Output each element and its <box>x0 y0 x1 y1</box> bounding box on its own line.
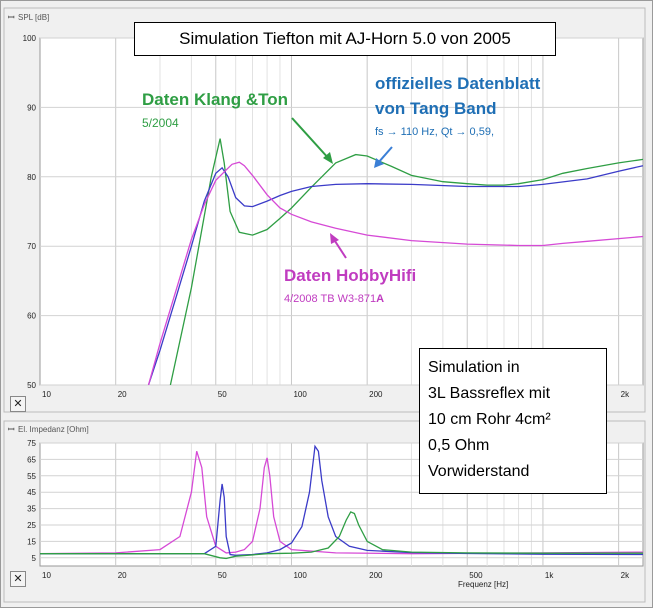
spl-series-line-2 <box>147 161 643 385</box>
y-tick-label: 25 <box>27 521 36 530</box>
y-tick-label: 55 <box>27 472 36 481</box>
x-tick-label: 200 <box>369 390 383 399</box>
arrow-tang-head <box>374 158 384 168</box>
chart-title-box: Simulation Tiefton mit AJ-Horn 5.0 von 2… <box>134 22 556 56</box>
annotation-arrows <box>291 117 393 259</box>
simulation-info-box: Simulation in 3L Bassreflex mit 10 cm Ro… <box>419 348 607 494</box>
arrow-klang <box>291 117 331 161</box>
impedance-series-line-2 <box>40 511 643 560</box>
y-tick-label: 15 <box>27 537 36 546</box>
x-tick-label: 20 <box>118 571 127 580</box>
y-tick-label: 100 <box>23 34 37 43</box>
spl-plot-area <box>39 37 644 386</box>
annotation-tang-line1: offizielles Datenblatt <box>375 74 541 93</box>
annotation-klang-title: Daten Klang &Ton <box>142 90 289 109</box>
x-tick-label: 100 <box>293 571 307 580</box>
annotation-tang-params: fs → 110 Hz, Qt → 0,59, <box>375 126 495 138</box>
impedance-panel-label: El. Impedanz [Ohm] <box>18 425 89 434</box>
impedance-series <box>40 444 643 560</box>
x-tick-label: 100 <box>293 390 307 399</box>
arrow-tang <box>377 146 393 164</box>
impedance-panel-close-button[interactable]: ✕ <box>10 571 26 587</box>
annotation-klang-date: 5/2004 <box>142 116 179 130</box>
annotation-hobby-suffix: A <box>376 293 385 305</box>
impedance-x-axis-label: Frequenz [Hz] <box>458 580 508 589</box>
x-tick-label: 10 <box>42 390 51 399</box>
x-tick-label: 20 <box>118 390 127 399</box>
simulation-line-4: 0,5 Ohm <box>428 437 490 454</box>
impedance-y-ticks: 75 65 55 45 35 25 15 5 <box>27 439 36 563</box>
y-tick-label: 35 <box>27 505 36 514</box>
arrow-klang-head <box>323 152 333 164</box>
spl-panel-logo: ꟷ <box>8 13 15 22</box>
spl-series <box>147 138 643 385</box>
spl-panel-close-button[interactable]: ✕ <box>10 396 26 412</box>
arrow-hobby-head <box>330 233 339 244</box>
simulation-line-5: Vorwiderstand <box>428 463 530 480</box>
simulation-line-3: 10 cm Rohr 4cm² <box>428 411 551 428</box>
y-tick-label: 70 <box>27 242 36 251</box>
y-tick-label: 60 <box>27 312 36 321</box>
impedance-panel-logo: ꟷ <box>8 425 15 434</box>
spl-grid <box>40 37 643 386</box>
x-tick-label: 500 <box>469 571 483 580</box>
impedance-x-ticks: 10 20 50 100 200 500 1k 2k <box>42 571 630 580</box>
y-tick-label: 50 <box>27 381 36 390</box>
annotation-hobby-title: Daten HobbyHifi <box>284 266 417 285</box>
annotation-hobby-date-row: 4/2008 TB W3-871A <box>284 293 384 305</box>
x-tick-label: 50 <box>218 571 227 580</box>
impedance-series-line-0 <box>40 451 643 555</box>
x-tick-label: 2k <box>621 390 630 399</box>
spl-panel-label: SPL [dB] <box>18 13 49 22</box>
x-tick-label: 2k <box>621 571 630 580</box>
impedance-series-line-1 <box>40 444 643 556</box>
x-tick-label: 50 <box>218 390 227 399</box>
y-tick-label: 90 <box>27 103 36 112</box>
y-tick-label: 65 <box>27 455 36 464</box>
spl-y-ticks: 100 90 80 70 60 50 <box>23 34 37 390</box>
x-tick-label: 10 <box>42 571 51 580</box>
y-tick-label: 45 <box>27 488 36 497</box>
y-tick-label: 5 <box>32 554 37 563</box>
annotation-tang-line2: von Tang Band <box>375 99 497 118</box>
annotation-hobby-date: 4/2008 TB W3-871 <box>284 293 377 305</box>
y-tick-label: 80 <box>27 173 36 182</box>
spl-series-line-0 <box>169 138 643 385</box>
x-tick-label: 1k <box>545 571 554 580</box>
simulation-line-1: Simulation in <box>428 359 520 376</box>
y-tick-label: 75 <box>27 439 36 448</box>
simulation-line-2: 3L Bassreflex mit <box>428 385 551 402</box>
x-tick-label: 200 <box>369 571 383 580</box>
